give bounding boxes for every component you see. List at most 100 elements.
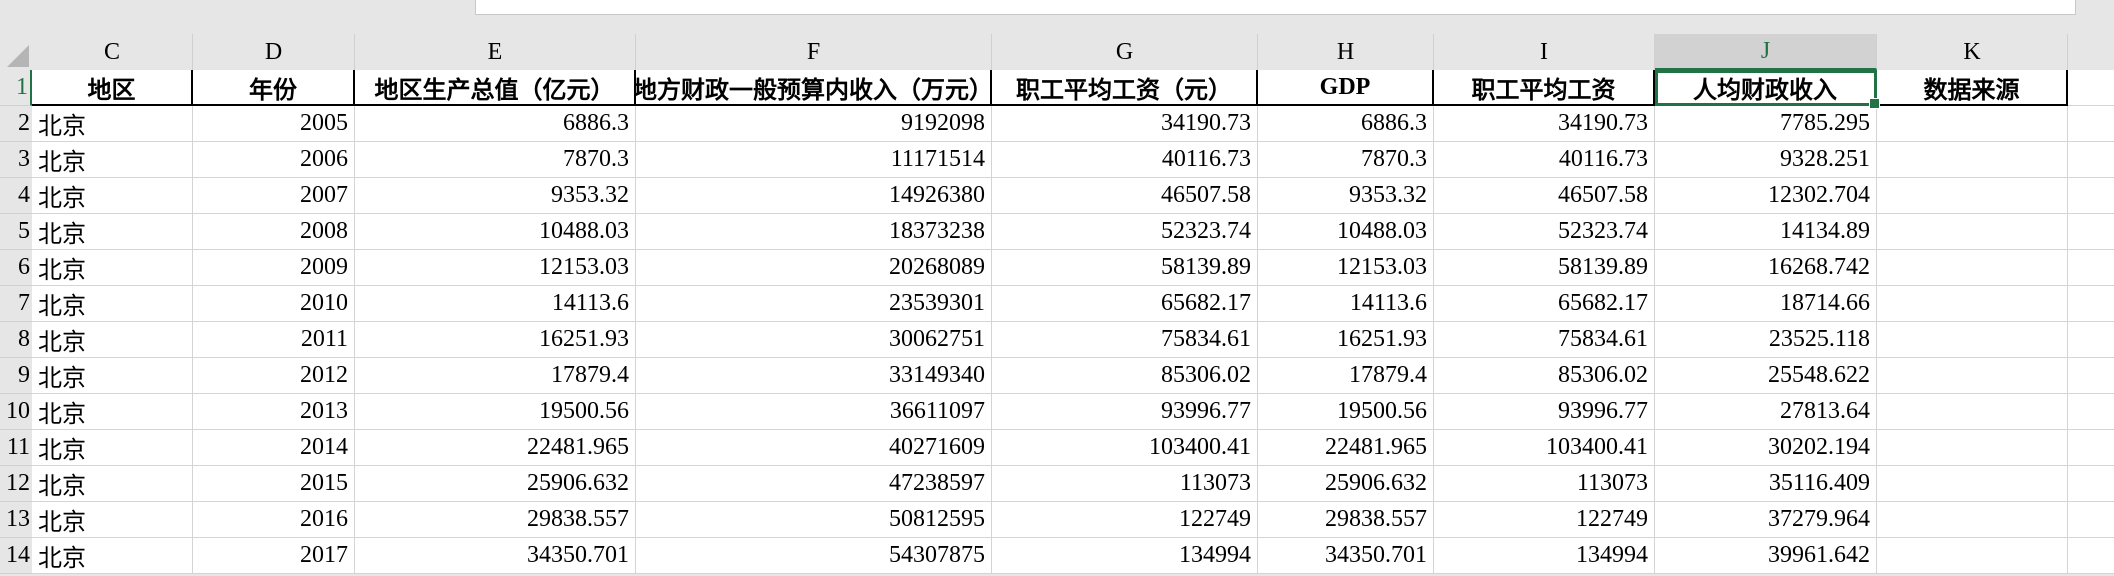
table-cell-f[interactable]: 36611097 [636, 394, 992, 430]
table-cell-c[interactable]: 北京 [32, 358, 193, 394]
table-cell-i[interactable]: 65682.17 [1434, 286, 1655, 322]
table-cell-i[interactable]: 122749 [1434, 502, 1655, 538]
column-header-j[interactable]: J [1655, 34, 1877, 70]
table-cell-e[interactable]: 19500.56 [355, 394, 636, 430]
table-cell-h[interactable]: 6886.3 [1258, 106, 1434, 142]
table-cell-f[interactable]: 47238597 [636, 466, 992, 502]
table-cell-i[interactable]: 52323.74 [1434, 214, 1655, 250]
table-cell-g[interactable]: 134994 [992, 538, 1258, 574]
cell-empty[interactable] [2068, 538, 2114, 574]
table-cell-h[interactable]: 25906.632 [1258, 466, 1434, 502]
row-header-10[interactable]: 10 [0, 394, 32, 430]
table-cell-e[interactable]: 9353.32 [355, 178, 636, 214]
table-cell-k[interactable] [1877, 286, 2068, 322]
table-cell-d[interactable]: 2015 [193, 466, 355, 502]
table-cell-e[interactable]: 17879.4 [355, 358, 636, 394]
header-cell-k[interactable]: 数据来源 [1877, 70, 2068, 106]
table-cell-d[interactable]: 2006 [193, 142, 355, 178]
table-cell-j[interactable]: 23525.118 [1655, 322, 1877, 358]
table-cell-j[interactable]: 12302.704 [1655, 178, 1877, 214]
table-cell-f[interactable]: 11171514 [636, 142, 992, 178]
table-cell-f[interactable]: 18373238 [636, 214, 992, 250]
header-cell-e[interactable]: 地区生产总值（亿元） [355, 70, 636, 106]
table-cell-j[interactable]: 27813.64 [1655, 394, 1877, 430]
table-cell-d[interactable]: 2016 [193, 502, 355, 538]
table-cell-j[interactable]: 39961.642 [1655, 538, 1877, 574]
row-header-12[interactable]: 12 [0, 466, 32, 502]
table-cell-i[interactable]: 93996.77 [1434, 394, 1655, 430]
table-cell-c[interactable]: 北京 [32, 430, 193, 466]
table-cell-k[interactable] [1877, 394, 2068, 430]
table-cell-c[interactable]: 北京 [32, 250, 193, 286]
row-header-13[interactable]: 13 [0, 502, 32, 538]
column-header-k[interactable]: K [1877, 34, 2068, 70]
row-header-5[interactable]: 5 [0, 214, 32, 250]
table-cell-k[interactable] [1877, 538, 2068, 574]
table-cell-e[interactable]: 22481.965 [355, 430, 636, 466]
table-cell-j[interactable]: 25548.622 [1655, 358, 1877, 394]
table-cell-c[interactable]: 北京 [32, 178, 193, 214]
table-cell-c[interactable]: 北京 [32, 394, 193, 430]
table-cell-e[interactable]: 12153.03 [355, 250, 636, 286]
table-cell-h[interactable]: 29838.557 [1258, 502, 1434, 538]
table-cell-c[interactable]: 北京 [32, 538, 193, 574]
select-all-button[interactable] [0, 34, 32, 70]
cell-empty[interactable] [2068, 358, 2114, 394]
fill-handle[interactable] [1869, 98, 1880, 109]
table-cell-h[interactable]: 19500.56 [1258, 394, 1434, 430]
row-header-11[interactable]: 11 [0, 430, 32, 466]
row-header-6[interactable]: 6 [0, 250, 32, 286]
table-cell-j[interactable]: 16268.742 [1655, 250, 1877, 286]
cell-empty[interactable] [2068, 142, 2114, 178]
table-cell-j[interactable]: 35116.409 [1655, 466, 1877, 502]
header-cell-f[interactable]: 地方财政一般预算内收入（万元） [636, 70, 992, 106]
table-cell-e[interactable]: 16251.93 [355, 322, 636, 358]
header-cell-j[interactable]: 人均财政收入 [1655, 70, 1880, 109]
header-cell-g[interactable]: 职工平均工资（元） [992, 70, 1258, 106]
cell-empty[interactable] [2068, 286, 2114, 322]
table-cell-f[interactable]: 30062751 [636, 322, 992, 358]
table-cell-i[interactable]: 46507.58 [1434, 178, 1655, 214]
table-cell-g[interactable]: 52323.74 [992, 214, 1258, 250]
column-header-g[interactable]: G [992, 34, 1258, 70]
row-header-2[interactable]: 2 [0, 106, 32, 142]
header-cell-i[interactable]: 职工平均工资 [1434, 70, 1655, 106]
table-cell-g[interactable]: 103400.41 [992, 430, 1258, 466]
table-cell-d[interactable]: 2011 [193, 322, 355, 358]
table-cell-k[interactable] [1877, 178, 2068, 214]
table-cell-f[interactable]: 9192098 [636, 106, 992, 142]
table-cell-f[interactable]: 23539301 [636, 286, 992, 322]
table-cell-h[interactable]: 10488.03 [1258, 214, 1434, 250]
table-cell-j[interactable]: 7785.295 [1655, 106, 1877, 142]
table-cell-k[interactable] [1877, 502, 2068, 538]
row-header-4[interactable]: 4 [0, 178, 32, 214]
cell-empty[interactable] [2068, 106, 2114, 142]
table-cell-j[interactable]: 9328.251 [1655, 142, 1877, 178]
table-cell-c[interactable]: 北京 [32, 322, 193, 358]
row-header-14[interactable]: 14 [0, 538, 32, 574]
table-cell-i[interactable]: 58139.89 [1434, 250, 1655, 286]
cell-empty[interactable] [2068, 322, 2114, 358]
table-cell-i[interactable]: 75834.61 [1434, 322, 1655, 358]
table-cell-h[interactable]: 9353.32 [1258, 178, 1434, 214]
table-cell-i[interactable]: 113073 [1434, 466, 1655, 502]
formula-bar[interactable] [475, 0, 2076, 15]
column-header-i[interactable]: I [1434, 34, 1655, 70]
column-header-next[interactable] [2068, 34, 2114, 70]
table-cell-j[interactable]: 37279.964 [1655, 502, 1877, 538]
table-cell-d[interactable]: 2014 [193, 430, 355, 466]
cell-empty[interactable] [2068, 214, 2114, 250]
table-cell-g[interactable]: 85306.02 [992, 358, 1258, 394]
table-cell-d[interactable]: 2012 [193, 358, 355, 394]
table-cell-h[interactable]: 14113.6 [1258, 286, 1434, 322]
table-cell-c[interactable]: 北京 [32, 214, 193, 250]
table-cell-j[interactable]: 30202.194 [1655, 430, 1877, 466]
table-cell-g[interactable]: 40116.73 [992, 142, 1258, 178]
cell-empty[interactable] [2068, 466, 2114, 502]
table-cell-g[interactable]: 46507.58 [992, 178, 1258, 214]
table-cell-k[interactable] [1877, 466, 2068, 502]
table-cell-f[interactable]: 20268089 [636, 250, 992, 286]
column-header-e[interactable]: E [355, 34, 636, 70]
row-header-3[interactable]: 3 [0, 142, 32, 178]
cell-empty[interactable] [2068, 394, 2114, 430]
